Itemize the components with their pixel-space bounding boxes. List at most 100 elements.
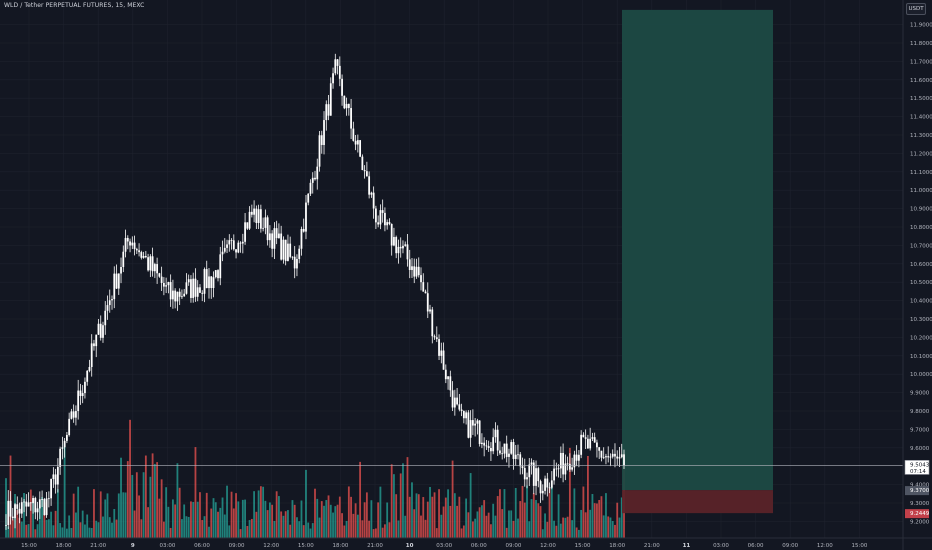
candle-body xyxy=(485,445,488,447)
volume-bar xyxy=(517,518,519,538)
candle-body xyxy=(492,437,495,452)
currency-button[interactable]: USDT xyxy=(906,3,926,15)
volume-bar xyxy=(47,519,50,538)
volume-bar xyxy=(194,447,197,538)
volume-bar xyxy=(309,528,312,538)
candle-body xyxy=(65,435,68,441)
volume-bar xyxy=(528,521,531,538)
candle-body xyxy=(289,243,292,257)
candle-body xyxy=(142,255,145,258)
volume-bar xyxy=(102,516,104,538)
long-position-tool[interactable] xyxy=(622,9,773,514)
volume-bar xyxy=(526,485,528,538)
candle-body xyxy=(124,237,127,252)
volume-bar xyxy=(244,499,246,538)
candle-body xyxy=(205,269,208,289)
volume-bar xyxy=(7,526,10,538)
candle-body xyxy=(566,463,569,465)
volume-bar xyxy=(616,502,619,538)
candle-body xyxy=(264,217,267,228)
candle-body xyxy=(415,266,418,277)
candle-body xyxy=(453,397,456,408)
candle-body xyxy=(462,411,465,419)
volume-bar xyxy=(356,514,359,538)
price-axis[interactable]: 11.9000 11.8000 11.7000 11.6000 11.5000 11.40… xyxy=(902,0,932,550)
volume-bar xyxy=(126,461,129,538)
volume-bar xyxy=(447,489,449,538)
price-tick-label: 11.9000 xyxy=(910,23,932,29)
candle-body xyxy=(63,440,66,448)
candle-body xyxy=(444,369,447,380)
time-tick-label: 12:00 xyxy=(817,543,833,549)
time-tick-label: 18:00 xyxy=(609,543,625,549)
candle-body xyxy=(113,273,116,300)
candle-body xyxy=(478,420,481,444)
volume-bar xyxy=(257,490,260,538)
candle-body xyxy=(411,266,413,270)
candle-body xyxy=(226,244,228,248)
volume-bar xyxy=(142,472,145,538)
candle-body xyxy=(302,229,305,232)
volume-bar xyxy=(199,492,201,538)
candle-body xyxy=(212,277,215,289)
candle-body xyxy=(156,264,159,274)
volume-bar xyxy=(41,496,43,538)
volume-bar xyxy=(505,527,508,538)
time-axis[interactable]: 15:00 18:00 21:00 9 03:00 06:00 09:00 12:00 15:0… xyxy=(0,537,932,549)
time-tick-label: 15:00 xyxy=(851,543,867,549)
candle-body xyxy=(577,454,580,461)
candle-body xyxy=(620,454,623,458)
volume-bar xyxy=(404,515,407,538)
candle-body xyxy=(129,241,131,246)
volume-bar xyxy=(411,482,413,538)
candle-body xyxy=(259,209,262,229)
volume-bar xyxy=(287,510,289,538)
candle-body xyxy=(580,434,583,455)
candle-body xyxy=(167,282,170,286)
candle-body xyxy=(318,135,321,167)
price-tick-label: 11.1000 xyxy=(910,170,932,176)
volume-bar xyxy=(600,496,603,538)
volume-bar xyxy=(467,512,470,538)
candle-body xyxy=(481,442,483,444)
volume-bar xyxy=(596,503,598,538)
candle-body xyxy=(291,256,294,258)
volume-bar xyxy=(140,519,143,538)
volume-bar xyxy=(271,504,274,538)
candle-body xyxy=(424,291,427,294)
volume-bar xyxy=(458,496,461,538)
time-tick-label: 21:00 xyxy=(644,543,660,549)
candle-body xyxy=(23,501,25,503)
candle-body xyxy=(541,490,544,494)
candle-body xyxy=(471,420,474,426)
candle-body xyxy=(194,278,197,297)
candle-body xyxy=(181,296,183,298)
volume-bar xyxy=(230,491,233,538)
candle-body xyxy=(575,454,578,461)
volume-bar xyxy=(181,519,183,538)
time-tick-label: 21:00 xyxy=(367,543,383,549)
candle-body xyxy=(332,73,334,84)
volume-bar xyxy=(153,463,156,538)
volume-bar xyxy=(571,520,574,538)
candle-body xyxy=(514,454,517,459)
volume-bar xyxy=(587,455,589,538)
candle-body xyxy=(447,376,449,380)
price-tick-label: 9.6000 xyxy=(910,446,930,452)
volume-bar xyxy=(341,513,343,538)
time-tick-label: 06:00 xyxy=(194,543,210,549)
candle-body xyxy=(458,404,461,410)
candle-body xyxy=(27,502,30,507)
volume-bar xyxy=(311,523,314,538)
volume-bar xyxy=(352,513,355,538)
volume-bar xyxy=(365,492,368,538)
volume-bar xyxy=(395,494,398,538)
volume-bar xyxy=(138,495,140,538)
axis-label-box xyxy=(904,460,930,475)
candle-body xyxy=(544,478,546,491)
profit-zone xyxy=(622,9,773,491)
volume-bar xyxy=(228,525,231,538)
volume-bar xyxy=(564,517,567,538)
volume-bar xyxy=(296,517,298,538)
